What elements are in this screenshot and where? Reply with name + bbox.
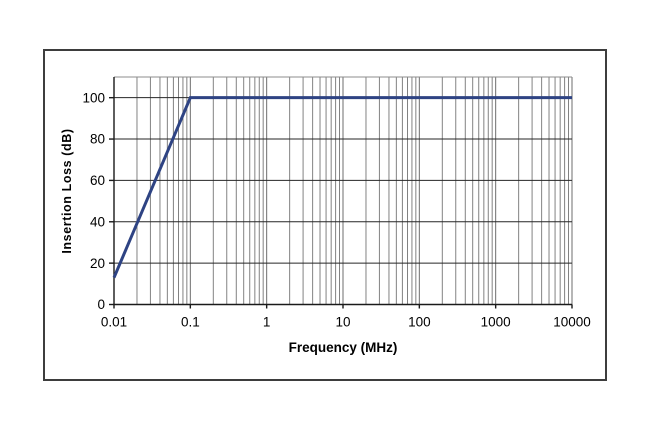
x-tick-label: 1 [263,315,271,330]
x-tick-label: 1000 [481,315,511,330]
axis-layer [109,76,573,309]
y-tick-label: 20 [90,256,105,271]
x-tick-label: 0.01 [101,315,127,330]
y-tick-label: 40 [90,214,105,229]
x-tick-label: 0.1 [181,315,200,330]
y-tick-label: 60 [90,173,105,188]
series-layer [112,96,572,279]
series-line [112,96,572,279]
gridline-layer [113,77,573,305]
y-tick-label: 80 [90,132,105,147]
x-tick-label: 10 [335,315,350,330]
y-tick-label: 0 [97,297,105,312]
x-tick-label: 100 [408,315,431,330]
x-tick-label: 10000 [553,315,591,330]
y-axis-title: Insertion Loss (dB) [60,128,74,253]
y-tick-label: 100 [82,90,105,105]
tick-label-layer: 0.01 0.1 1 10 100 1000 10000 0 20 40 60 80 100 [82,90,590,329]
x-axis-title: Frequency (MHz) [289,340,398,355]
